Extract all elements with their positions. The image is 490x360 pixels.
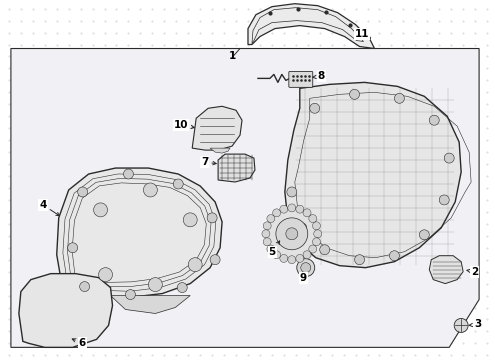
Text: 2: 2: [467, 267, 478, 276]
Polygon shape: [111, 296, 190, 314]
Circle shape: [297, 259, 315, 276]
Circle shape: [454, 319, 468, 332]
Circle shape: [272, 209, 281, 217]
Circle shape: [286, 228, 298, 240]
Circle shape: [280, 255, 288, 262]
FancyBboxPatch shape: [289, 71, 313, 87]
Circle shape: [272, 251, 281, 259]
Circle shape: [262, 230, 270, 238]
Text: 5: 5: [269, 241, 280, 257]
Circle shape: [297, 223, 307, 233]
Circle shape: [98, 268, 113, 282]
Polygon shape: [248, 4, 374, 49]
Circle shape: [77, 187, 88, 197]
Text: 11: 11: [355, 28, 370, 39]
Circle shape: [144, 183, 157, 197]
Polygon shape: [19, 274, 113, 347]
Polygon shape: [57, 168, 222, 298]
Circle shape: [394, 93, 404, 103]
Circle shape: [310, 103, 319, 113]
Text: 1: 1: [228, 51, 236, 62]
Text: 3: 3: [469, 319, 481, 329]
Circle shape: [68, 243, 77, 253]
Circle shape: [301, 263, 311, 273]
Circle shape: [173, 179, 183, 189]
Circle shape: [439, 195, 449, 205]
Circle shape: [296, 205, 304, 213]
Polygon shape: [192, 106, 242, 150]
Polygon shape: [11, 49, 479, 347]
Circle shape: [263, 222, 271, 230]
Polygon shape: [210, 148, 230, 153]
Text: 10: 10: [174, 120, 195, 130]
Polygon shape: [218, 154, 255, 182]
Circle shape: [148, 278, 162, 292]
Circle shape: [288, 204, 296, 212]
Circle shape: [319, 245, 330, 255]
Circle shape: [390, 251, 399, 261]
Circle shape: [267, 245, 275, 253]
Circle shape: [280, 205, 288, 213]
Circle shape: [303, 209, 311, 217]
Circle shape: [183, 213, 197, 227]
Text: 7: 7: [201, 157, 216, 167]
Text: 9: 9: [300, 273, 307, 283]
Circle shape: [266, 208, 318, 260]
Circle shape: [125, 289, 135, 300]
Circle shape: [80, 282, 90, 292]
Circle shape: [177, 283, 187, 293]
Circle shape: [288, 256, 296, 264]
Circle shape: [309, 245, 317, 253]
Circle shape: [123, 169, 133, 179]
Circle shape: [444, 153, 454, 163]
Circle shape: [296, 255, 304, 262]
Circle shape: [207, 213, 217, 223]
Circle shape: [287, 187, 297, 197]
Polygon shape: [429, 256, 463, 284]
Circle shape: [188, 258, 202, 272]
Text: 4: 4: [39, 200, 59, 216]
Circle shape: [313, 222, 320, 230]
Circle shape: [349, 89, 360, 99]
Circle shape: [429, 115, 439, 125]
Circle shape: [263, 238, 271, 246]
Circle shape: [419, 230, 429, 240]
Circle shape: [303, 251, 311, 259]
Circle shape: [210, 255, 220, 265]
Circle shape: [355, 255, 365, 265]
Text: 6: 6: [72, 338, 86, 348]
Text: 8: 8: [313, 71, 325, 81]
Polygon shape: [285, 82, 461, 268]
Circle shape: [309, 215, 317, 222]
Circle shape: [94, 203, 107, 217]
Circle shape: [276, 218, 308, 250]
Circle shape: [314, 230, 322, 238]
Circle shape: [313, 238, 320, 246]
Circle shape: [267, 215, 275, 222]
